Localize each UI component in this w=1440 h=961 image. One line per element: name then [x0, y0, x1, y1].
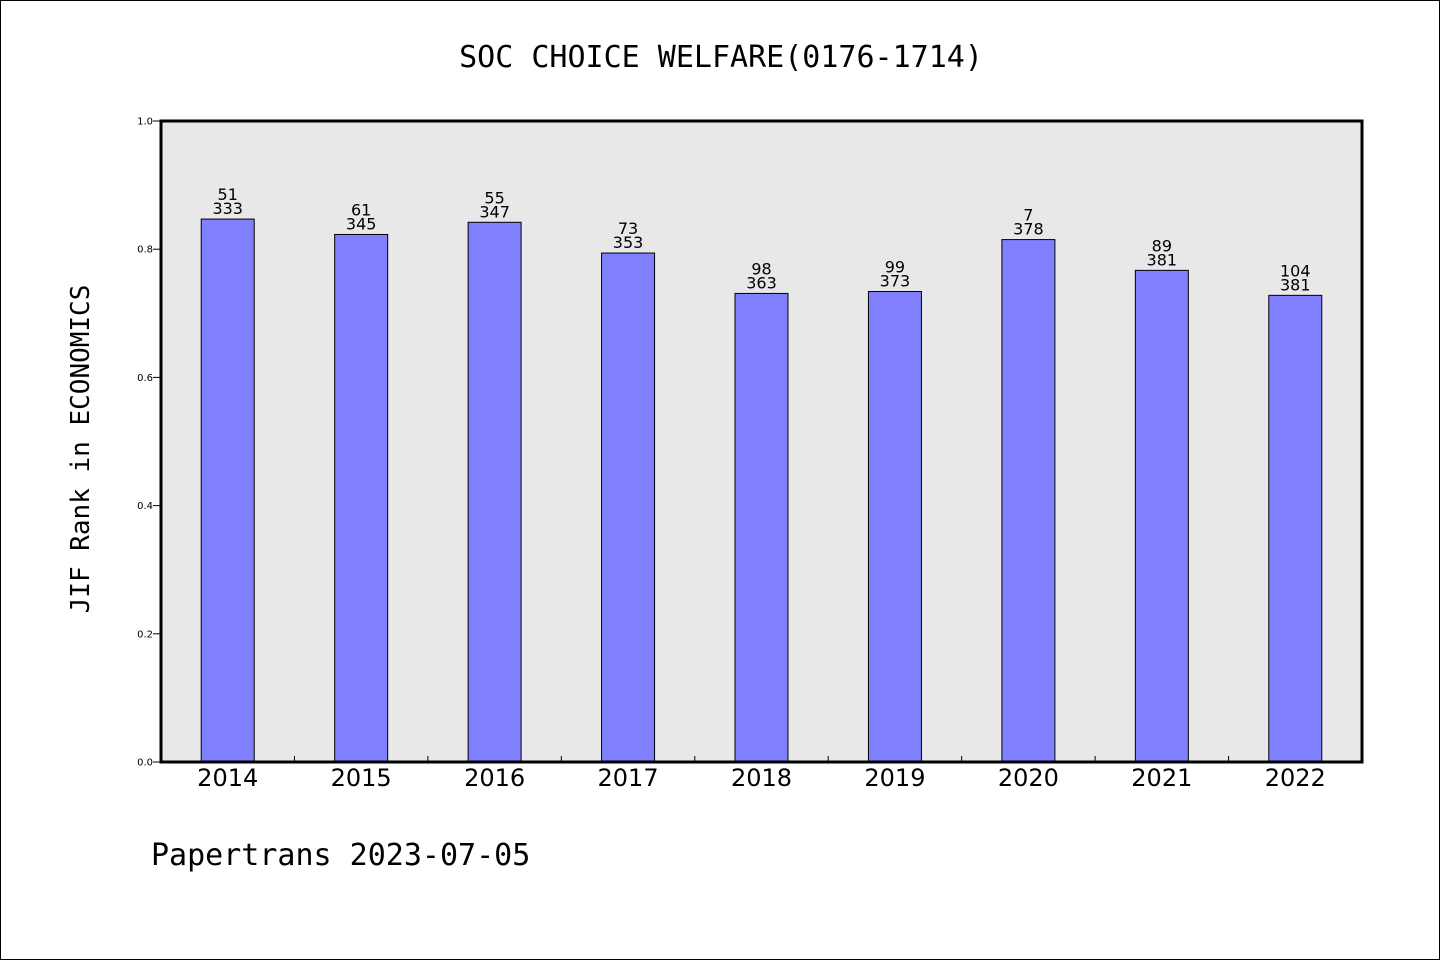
bar-2022 — [1268, 294, 1323, 763]
plot-border — [159, 119, 1364, 764]
bar-2016 — [467, 221, 522, 763]
bar-total-label: 345 — [346, 214, 377, 233]
bar-2017 — [601, 252, 656, 763]
bar-2014 — [200, 218, 255, 763]
bar-rank-label: 98 — [751, 259, 771, 278]
x-tick-label: 2014 — [197, 764, 258, 792]
y-tick-label: 0.8 — [137, 245, 153, 256]
bar-2020 — [1001, 239, 1056, 763]
bar-rank-label: 7 — [1023, 206, 1033, 225]
bar-2015 — [334, 233, 389, 763]
bar-total-label: 373 — [880, 272, 911, 291]
bar-total-label: 381 — [1147, 250, 1178, 269]
bar-rank-label: 99 — [885, 258, 905, 277]
bar-rank-label: 73 — [618, 219, 638, 238]
x-tick-label: 2019 — [864, 764, 925, 792]
y-tick-label: 1.0 — [137, 117, 153, 128]
x-tick-label: 2015 — [331, 764, 392, 792]
y-tick-label: 0.4 — [137, 501, 153, 512]
bar-rank-label: 51 — [218, 185, 238, 204]
y-tick-label: 0.6 — [137, 373, 153, 384]
x-tick-label: 2020 — [998, 764, 1059, 792]
footer-credit: Papertrans 2023-07-05 — [151, 838, 530, 873]
x-tick-label: 2016 — [464, 764, 525, 792]
y-tick-label: 0.2 — [137, 629, 153, 640]
bar-total-label: 381 — [1280, 275, 1311, 294]
bar-2019 — [867, 291, 922, 763]
bar-total-label: 363 — [746, 273, 777, 292]
bar-total-label: 353 — [613, 233, 644, 252]
y-ticks-group: 0.0 0.2 0.4 0.6 0.8 1.0 — [137, 117, 161, 769]
bar-2021 — [1134, 269, 1189, 763]
x-ticks-group: 2014 2015 2016 2017 2018 2019 2020 2021 2022 — [197, 756, 1326, 792]
bar-total-label: 333 — [212, 199, 243, 218]
bar-rank-label: 55 — [484, 188, 504, 207]
x-tick-label: 2017 — [598, 764, 659, 792]
y-axis-label: JIF Rank in ECONOMICS — [66, 285, 96, 614]
bar-total-label: 347 — [479, 202, 510, 221]
x-tick-label: 2021 — [1131, 764, 1192, 792]
x-tick-label: 2018 — [731, 764, 792, 792]
bar-2018 — [734, 292, 789, 763]
bar-rank-label: 61 — [351, 200, 371, 219]
bar-rank-label: 104 — [1280, 261, 1311, 280]
bar-total-label: 378 — [1013, 220, 1044, 239]
x-tick-label: 2022 — [1265, 764, 1326, 792]
bar-rank-label: 89 — [1152, 236, 1172, 255]
chart-title: SOC CHOICE WELFARE(0176-1714) — [459, 40, 983, 75]
y-tick-label: 0.0 — [137, 758, 153, 769]
